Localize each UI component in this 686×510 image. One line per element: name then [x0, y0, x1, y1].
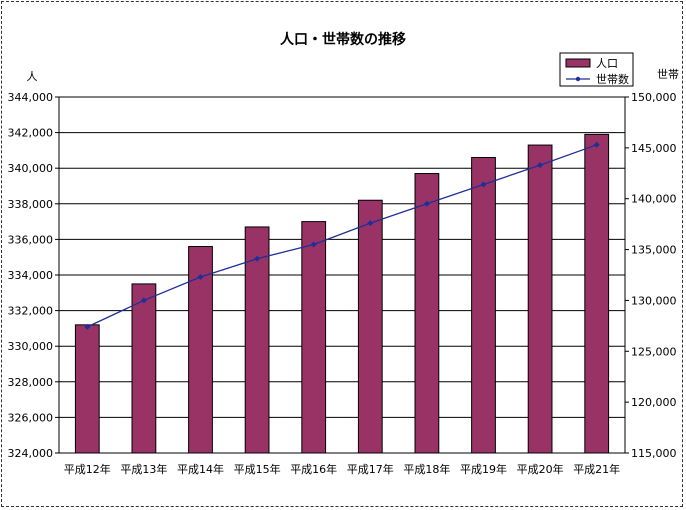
x-tick-label: 平成15年: [234, 462, 281, 476]
left-tick-label: 338,000: [8, 198, 54, 211]
left-tick-label: 340,000: [8, 162, 54, 175]
households-point: [593, 141, 600, 148]
households-point: [367, 220, 374, 227]
right-tick-label: 115,000: [631, 447, 677, 460]
right-axis-ticks: 115,000 120,000 125,000 130,000 135,000 140,0…: [625, 91, 677, 460]
households-line: [84, 141, 600, 330]
legend-population-label: 人口: [596, 57, 618, 70]
left-tick-label: 332,000: [8, 305, 54, 318]
x-tick-label: 平成18年: [403, 462, 450, 476]
right-tick-label: 120,000: [631, 396, 677, 409]
population-bar: [74, 324, 100, 454]
population-bar: [471, 157, 496, 454]
left-axis-unit: 人: [27, 70, 38, 83]
legend: 人口 世帯数: [559, 52, 634, 87]
right-axis-unit: 世帯: [657, 68, 679, 81]
left-axis-ticks: 324,000 326,000 328,000 330,000 332,000 334,0…: [8, 91, 59, 460]
households-point: [254, 255, 261, 262]
right-tick-label: 150,000: [631, 91, 677, 104]
households-line-path: [87, 144, 597, 328]
population-bar: [584, 133, 610, 454]
left-tick-label: 330,000: [8, 340, 54, 353]
left-tick-label: 324,000: [8, 447, 54, 460]
households-point: [537, 162, 544, 169]
x-tick-label: 平成12年: [64, 462, 111, 476]
households-point: [423, 200, 430, 207]
households-point: [310, 241, 317, 248]
legend-population-swatch: [565, 58, 591, 68]
households-point: [84, 323, 91, 330]
left-tick-label: 336,000: [8, 233, 54, 246]
x-tick-label: 平成19年: [460, 462, 507, 476]
left-tick-label: 328,000: [8, 376, 54, 389]
left-tick-label: 342,000: [8, 127, 54, 140]
left-tick-label: 334,000: [8, 269, 54, 282]
chart-title: 人口・世帯数の推移: [280, 31, 406, 48]
population-bar: [301, 221, 327, 454]
right-tick-label: 140,000: [631, 193, 677, 206]
population-bar: [244, 226, 270, 454]
right-tick-label: 145,000: [631, 142, 677, 155]
population-bars: [74, 133, 610, 454]
population-bar: [188, 246, 213, 454]
households-point: [480, 181, 487, 188]
population-bar: [414, 173, 440, 454]
population-bar: [357, 199, 383, 454]
right-tick-label: 135,000: [631, 244, 677, 257]
x-tick-label: 平成16年: [290, 462, 337, 476]
x-tick-label: 平成17年: [347, 462, 394, 476]
x-tick-label: 平成21年: [573, 462, 620, 476]
households-point: [197, 274, 204, 281]
legend-households-marker: [575, 76, 581, 82]
right-tick-label: 130,000: [631, 294, 677, 307]
right-tick-label: 125,000: [631, 345, 677, 358]
households-point: [140, 297, 147, 304]
x-tick-label: 平成13年: [120, 462, 167, 476]
left-tick-label: 326,000: [8, 411, 54, 424]
left-tick-label: 344,000: [8, 91, 54, 104]
population-bar: [527, 144, 553, 454]
x-axis-ticks: 平成12年 平成13年 平成14年 平成15年 平成16年 平成17年 平成18年 平成19年…: [64, 462, 620, 476]
legend-households-label: 世帯数: [596, 73, 629, 86]
population-bar: [131, 283, 157, 454]
x-tick-label: 平成14年: [177, 462, 224, 476]
x-tick-label: 平成20年: [517, 462, 564, 476]
